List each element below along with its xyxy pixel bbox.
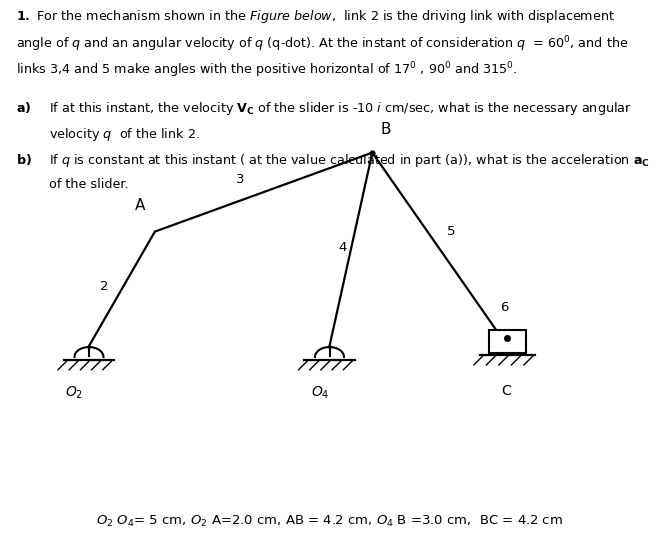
Text: If at this instant, the velocity $\mathbf{V_C}$ of the slider is -10 $i$ cm/sec,: If at this instant, the velocity $\mathb… [49, 100, 632, 117]
Text: $O_4$: $O_4$ [311, 384, 330, 401]
Text: B: B [381, 122, 391, 137]
Text: $\mathbf{1.}$ For the mechanism shown in the $\it{Figure\ below}$,  link 2 is th: $\mathbf{1.}$ For the mechanism shown in… [16, 8, 616, 25]
Text: of the slider.: of the slider. [49, 178, 129, 191]
Text: $O_2\ O_4$= 5 cm, $O_2$ A=2.0 cm, AB = 4.2 cm, $O_4$ B =3.0 cm,  BC = 4.2 cm: $O_2\ O_4$= 5 cm, $O_2$ A=2.0 cm, AB = 4… [96, 513, 563, 529]
Text: If $q$ is constant at this instant ( at the value calculated in part (a)), what : If $q$ is constant at this instant ( at … [49, 152, 650, 169]
Text: 3: 3 [237, 173, 244, 186]
Text: A: A [135, 197, 146, 213]
Text: 5: 5 [447, 225, 455, 238]
Text: 4: 4 [339, 241, 347, 255]
Text: $\mathbf{b)}$: $\mathbf{b)}$ [16, 152, 32, 167]
Text: velocity $q$  of the link 2.: velocity $q$ of the link 2. [49, 126, 200, 143]
Text: 6: 6 [500, 301, 508, 314]
Text: links 3,4 and 5 make angles with the positive horizontal of 17$^0$ , 90$^0$ and : links 3,4 and 5 make angles with the pos… [16, 60, 518, 80]
Text: $O_2$: $O_2$ [65, 384, 83, 401]
Text: 2: 2 [100, 280, 108, 293]
Text: C: C [501, 384, 511, 398]
Bar [489, 330, 526, 353]
Text: $\mathbf{a)}$: $\mathbf{a)}$ [16, 100, 32, 115]
Text: angle of $q$ and an angular velocity of $q$ (q-dot). At the instant of considera: angle of $q$ and an angular velocity of … [16, 34, 629, 54]
